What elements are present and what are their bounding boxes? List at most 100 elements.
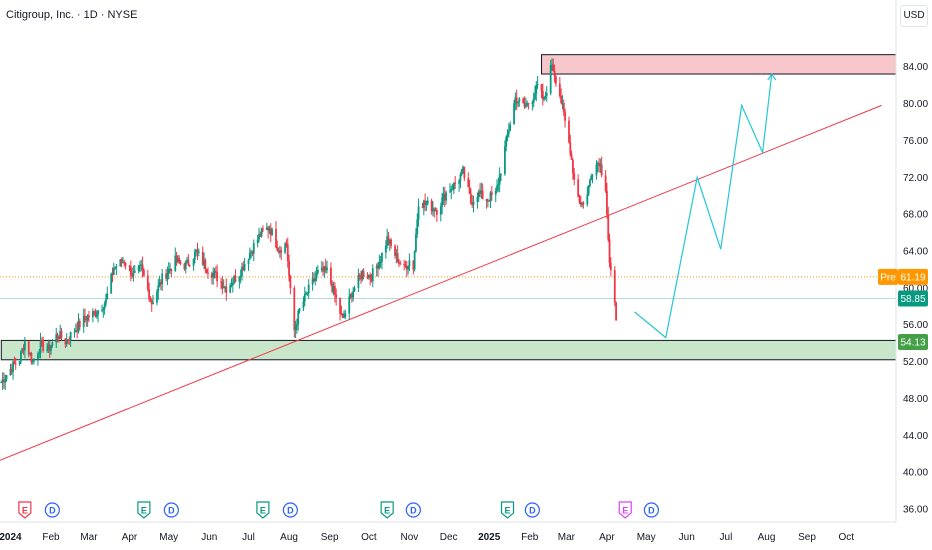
earnings-icon[interactable] [18, 501, 32, 519]
candle [421, 202, 424, 209]
projection-path[interactable] [634, 73, 773, 339]
dividend-icon[interactable] [44, 502, 60, 518]
candle-body [349, 294, 352, 297]
earnings-icon[interactable] [380, 501, 394, 519]
candle-body [276, 247, 279, 251]
event-d-marker[interactable]: D [282, 502, 298, 518]
dividend-icon[interactable] [282, 502, 298, 518]
candle [106, 286, 109, 300]
candle [586, 186, 589, 207]
candle-body [494, 190, 497, 195]
candle [38, 348, 41, 359]
earnings-icon[interactable] [137, 501, 151, 519]
x-tick-label: Sep [798, 532, 816, 543]
candle [375, 263, 378, 277]
resistance-zone[interactable] [541, 54, 897, 75]
candle-body [13, 361, 16, 364]
dividend-icon[interactable] [405, 502, 421, 518]
trendline[interactable] [0, 104, 882, 461]
last-price-label: 58.85 [898, 290, 928, 307]
event-d-marker[interactable]: D [643, 502, 659, 518]
time-axis[interactable]: 2024 Feb Mar Apr May Jun Jul Aug Sep Oct Nov Dec 202… [0, 532, 854, 543]
candle-body [515, 97, 518, 104]
candle-body [267, 227, 270, 231]
candle-body [241, 266, 243, 277]
candle [262, 225, 264, 233]
candle [500, 173, 502, 182]
candle-body [124, 262, 127, 266]
candle [425, 200, 428, 211]
candle-body [555, 76, 557, 84]
candle-body [485, 199, 488, 202]
candle [598, 158, 600, 173]
candle-body [335, 294, 338, 298]
candle [103, 301, 106, 315]
candle [150, 297, 153, 312]
dividend-icon[interactable] [524, 502, 540, 518]
price-label-value: 61.19 [900, 272, 925, 283]
candle [349, 293, 352, 300]
event-d-marker[interactable]: D [163, 502, 179, 518]
candle-body [387, 236, 390, 244]
candle-body [149, 299, 152, 301]
event-e-marker[interactable]: E [137, 501, 151, 519]
event-e-marker[interactable]: E [618, 501, 632, 519]
candle-body [460, 169, 463, 175]
candle-body [122, 261, 124, 263]
candle-body [286, 244, 289, 262]
event-e-marker[interactable]: E [256, 501, 270, 519]
candle-body [21, 348, 24, 352]
candle-body [131, 275, 134, 277]
event-d-marker[interactable]: D [44, 502, 60, 518]
candle [388, 238, 391, 252]
price-label-bg [898, 290, 928, 307]
candle-body [608, 239, 611, 263]
candle [357, 268, 360, 293]
event-e-marker[interactable]: E [380, 501, 394, 519]
event-e-marker[interactable]: E [500, 501, 515, 519]
event-d-marker[interactable]: D [405, 502, 421, 518]
event-e-marker[interactable]: E [18, 501, 32, 519]
x-tick-label: May [637, 532, 656, 543]
candle [224, 285, 226, 293]
earnings-icon[interactable] [500, 501, 515, 519]
x-tick-label: Jun [201, 532, 217, 543]
earnings-icon[interactable] [256, 501, 270, 519]
dividend-icon[interactable] [643, 502, 659, 518]
currency-button[interactable]: USD [900, 5, 928, 27]
candle [316, 265, 319, 275]
candle-body [55, 334, 58, 343]
earnings-icon[interactable] [618, 501, 632, 519]
candle-body [514, 97, 517, 104]
candle-body [507, 130, 510, 134]
candle [260, 227, 263, 238]
candle [335, 288, 338, 306]
candle [595, 160, 598, 180]
candle [9, 363, 12, 376]
candle [214, 266, 217, 279]
candle-body [468, 187, 471, 194]
candle [505, 135, 508, 152]
candle [207, 267, 209, 279]
price-axis[interactable]: 36.00 40.00 44.00 48.00 52.00 56.00 60.00 64.00… [903, 62, 928, 515]
event-d-marker[interactable]: D [524, 502, 540, 518]
support-zone[interactable] [0, 339, 897, 361]
candle [526, 100, 529, 108]
candle-body [322, 267, 324, 272]
candle-body [445, 192, 447, 201]
candle [343, 310, 345, 319]
dividend-icon[interactable] [163, 502, 179, 518]
candle-body [505, 136, 508, 147]
candle [178, 255, 181, 264]
candle-body [532, 99, 535, 103]
candle [222, 279, 225, 289]
candle [241, 262, 243, 281]
x-tick-label: Sep [321, 532, 339, 543]
candle [494, 187, 497, 203]
candle-body [280, 250, 283, 253]
candle-body [64, 338, 67, 345]
candle [463, 166, 466, 181]
candle [587, 185, 590, 197]
